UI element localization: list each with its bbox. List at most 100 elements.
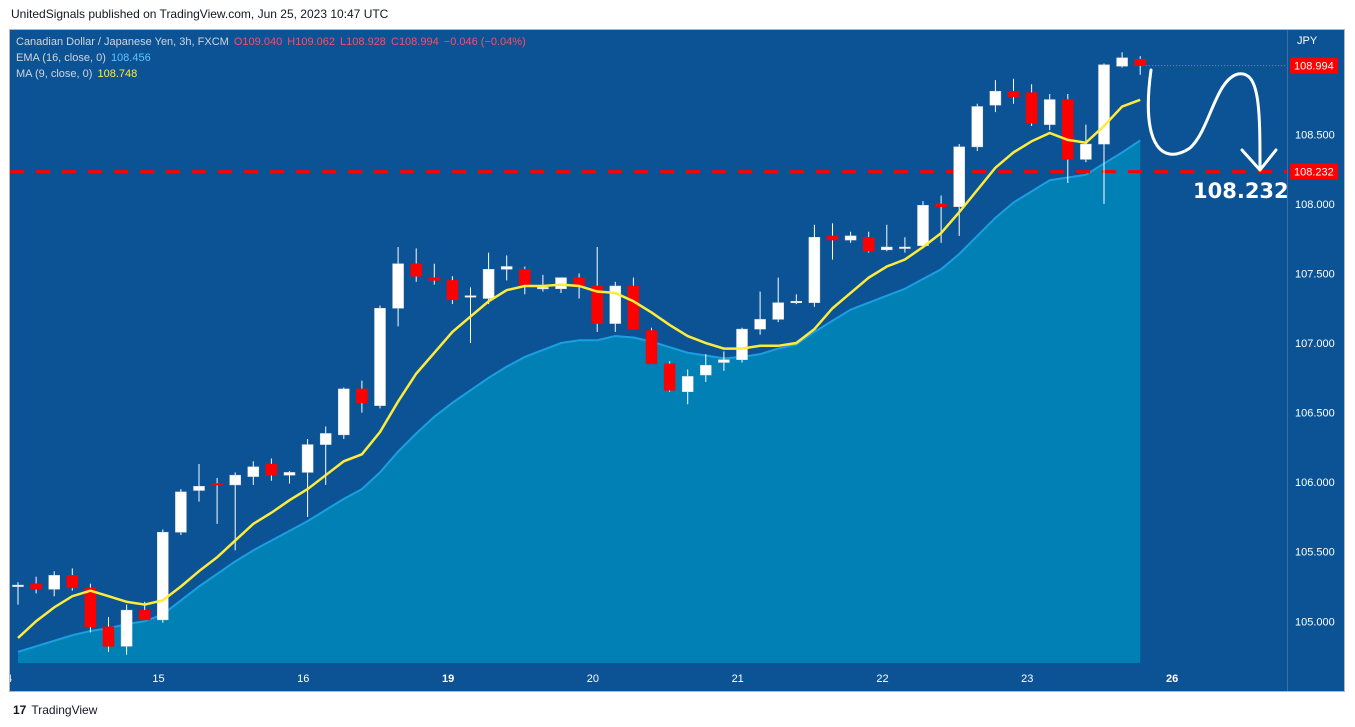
candle-body [519, 269, 531, 285]
price-tick-label: 108.000 [1295, 199, 1335, 211]
candle-body [211, 483, 223, 486]
candle-body [1043, 99, 1056, 125]
last-price-tag [1290, 57, 1338, 74]
ema-area-fill [18, 140, 1141, 663]
candle-body [301, 444, 314, 473]
candle-body [663, 363, 676, 391]
projection-arrow [1146, 68, 1262, 172]
candle-body [881, 246, 893, 251]
candle-body [917, 205, 929, 246]
candle-body [989, 90, 1002, 106]
time-tick-label: 15 [152, 673, 164, 685]
candle-body [175, 491, 187, 533]
footer: 17 TradingView [13, 703, 97, 717]
legend-low: L108.928 [340, 36, 386, 48]
candle-body [319, 433, 332, 445]
time-tick-label: 26 [1166, 673, 1178, 685]
price-tick-label: 107.500 [1295, 268, 1335, 280]
candle-body [1025, 92, 1038, 124]
candle-body [718, 359, 730, 363]
time-tick-label: 16 [297, 673, 309, 685]
footer-brand[interactable]: TradingView [31, 703, 98, 717]
price-tick-label: 105.500 [1295, 547, 1335, 559]
candle-body [591, 285, 603, 324]
candle-body [48, 575, 60, 590]
time-tick-label: 20 [587, 673, 599, 685]
candle-body [790, 301, 803, 304]
candle-body [338, 388, 350, 436]
price-tick-label: 108.500 [1295, 129, 1335, 141]
legend-ma-label: MA (9, close, 0) [16, 68, 93, 80]
candle-body [410, 263, 422, 277]
legend-ema-value: 108.456 [110, 52, 151, 64]
candle-body [157, 531, 169, 621]
candle-body [446, 280, 459, 301]
candle-body [899, 246, 911, 249]
candle-body [392, 263, 404, 309]
candle-body [1080, 143, 1092, 160]
candle-body [229, 474, 241, 486]
ema-line [17, 139, 1141, 653]
price-tick-label: 106.500 [1295, 408, 1335, 420]
time-tick-label: 23 [1021, 673, 1033, 685]
candle-body [500, 266, 513, 270]
level-price-tag-label: 108.232 [1294, 167, 1334, 179]
candle-body [1007, 90, 1020, 98]
candle-body [12, 584, 24, 587]
price-tick-label: 107.000 [1295, 338, 1335, 350]
candle-body [826, 235, 839, 241]
candle-body [66, 575, 79, 589]
candle-body [1098, 64, 1110, 145]
legend-high: H109.062 [287, 36, 335, 48]
candle-body [555, 277, 567, 290]
candle-body [120, 609, 133, 647]
price-axis-background [1287, 30, 1344, 663]
last-price-tag-label: 108.994 [1294, 61, 1334, 73]
candle-body [754, 319, 766, 330]
price-tick-label: 105.000 [1295, 616, 1335, 628]
candle-body [736, 328, 748, 360]
time-tick-label: 22 [876, 673, 888, 685]
candle-body [102, 626, 115, 647]
legend-close: C108.994 [391, 36, 439, 48]
legend-ema: EMA (16, close, 0) 108.456 [16, 51, 153, 66]
candle-body [482, 269, 495, 299]
candle-body [627, 285, 640, 330]
candle-body [645, 330, 658, 365]
candle-body [30, 583, 42, 590]
candle-body [681, 376, 694, 392]
legend-ma: MA (9, close, 0) 108.748 [16, 67, 139, 82]
candle-body [265, 463, 278, 476]
candle-body [464, 295, 477, 298]
currency-label: JPY [1297, 35, 1318, 47]
candle-body [953, 146, 965, 207]
chart-frame [9, 29, 1345, 692]
candle-body [374, 307, 386, 406]
candle-body [1134, 58, 1146, 66]
legend-change: −0.046 (−0.04%) [443, 36, 526, 48]
candle-body [772, 302, 784, 320]
candle-body [862, 237, 875, 252]
price-tick-label: 106.000 [1295, 477, 1335, 489]
price-chart[interactable]: 105.000 105.500 106.000 106.500 107.000 107.5… [10, 30, 1344, 691]
legend-symbol: Canadian Dollar / Japanese Yen, 3h, FXCM [16, 36, 229, 48]
time-tick-label: 4 [10, 673, 12, 685]
publisher-line: UnitedSignals published on TradingView.c… [11, 7, 389, 21]
candle-body [844, 235, 857, 241]
candle-body [609, 285, 622, 324]
candle-body [356, 388, 368, 404]
legend-ohlc: Canadian Dollar / Japanese Yen, 3h, FXCM… [16, 35, 528, 50]
time-axis-background [10, 663, 1344, 691]
candle-body [700, 365, 712, 376]
candle-body [971, 106, 984, 148]
legend-ema-label: EMA (16, close, 0) [16, 52, 106, 64]
candle-body [808, 237, 821, 303]
candle-body [1116, 57, 1128, 67]
candle-body [283, 472, 296, 476]
target-annotation: 108.232 [1193, 179, 1289, 203]
candle-body [537, 287, 549, 290]
candle-body [1062, 99, 1074, 160]
legend-ma-value: 108.748 [97, 68, 138, 80]
candle-body [428, 277, 441, 281]
candle-body [84, 587, 97, 628]
